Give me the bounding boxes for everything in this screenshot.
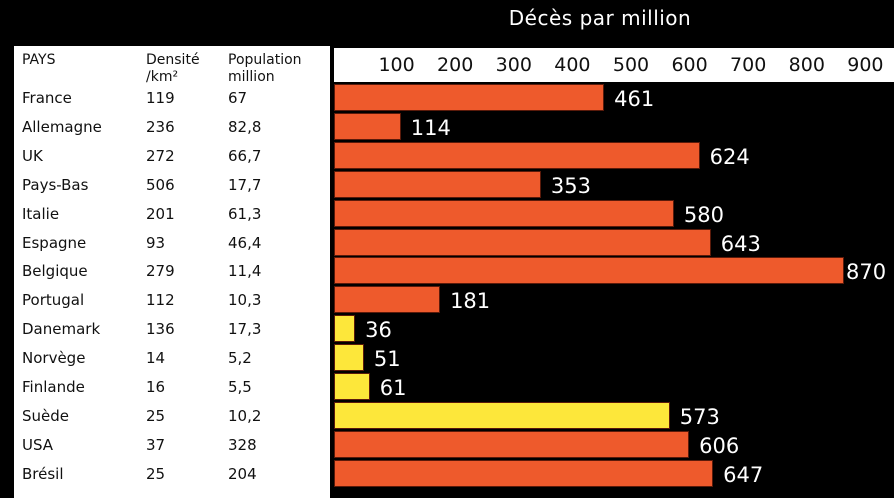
table-cell-country: Norvège	[22, 349, 86, 368]
bar-value-label: 573	[679, 404, 720, 429]
bar-value-label: 51	[373, 347, 401, 372]
table-cell-country: France	[22, 89, 72, 107]
table-cell-country: Italie	[22, 204, 60, 223]
table-cell-density: 25	[146, 406, 166, 425]
table-cell-density: 201	[146, 204, 175, 223]
bar	[334, 141, 700, 169]
bar	[334, 199, 674, 227]
bar	[334, 257, 844, 285]
table-cell-population: 66,7	[228, 146, 262, 165]
bar-value-label: 61	[379, 376, 407, 400]
header-country: PAYS	[22, 52, 56, 68]
bar-value-label: 647	[723, 462, 764, 487]
table-cell-population: 10,3	[228, 291, 262, 310]
bar-value-label: 606	[699, 433, 740, 458]
table-cell-density: 272	[146, 146, 175, 165]
table-cell-country: Belgique	[22, 262, 88, 281]
bar-value-label: 870	[846, 260, 887, 285]
table-cell-country: UK	[22, 146, 43, 165]
x-tick-label: 800	[788, 54, 825, 76]
table-cell-density: 506	[146, 175, 175, 194]
bar	[334, 286, 441, 314]
bar-value-label: 181	[450, 289, 491, 314]
table-cell-population: 204	[228, 464, 257, 483]
table-cell-population: 10,2	[228, 406, 262, 425]
bar	[334, 401, 670, 429]
table-cell-population: 5,2	[228, 349, 252, 368]
bar	[334, 315, 356, 343]
table-cell-density: 37	[146, 435, 166, 454]
bar	[334, 373, 370, 400]
bar-value-label: 624	[709, 144, 750, 169]
table-cell-density: 16	[146, 378, 166, 396]
table-cell-country: USA	[22, 435, 54, 454]
x-tick-label: 400	[554, 54, 591, 76]
x-tick-label: 700	[730, 54, 767, 76]
chart-title: Décès par million	[508, 6, 692, 30]
table-cell-country: Finlande	[22, 378, 85, 396]
x-tick-label: 600	[671, 54, 708, 76]
x-axis-strip	[334, 48, 894, 82]
header-density-line1: Densité	[146, 52, 200, 68]
table-cell-country: Pays-Bas	[22, 175, 89, 194]
bar	[334, 112, 401, 140]
table-cell-density: 236	[146, 117, 175, 136]
x-tick-label: 300	[495, 54, 532, 76]
table-cell-population: 11,4	[228, 262, 262, 281]
bar-value-label: 461	[614, 87, 655, 111]
table-cell-density: 112	[146, 291, 175, 310]
table-cell-population: 17,3	[228, 320, 262, 339]
header-density-line2: /km²	[146, 69, 179, 85]
table-cell-population: 5,5	[228, 378, 252, 396]
bar	[334, 84, 605, 111]
header-population-line2: million	[228, 69, 275, 85]
table-cell-country: Portugal	[22, 291, 85, 310]
table-cell-density: 136	[146, 320, 175, 339]
x-tick-label: 100	[378, 54, 415, 76]
table-cell-density: 25	[146, 464, 166, 483]
table-cell-population: 17,7	[228, 175, 262, 194]
bar	[334, 170, 541, 198]
table-cell-country: Suède	[22, 406, 70, 425]
x-tick-label: 900	[847, 54, 884, 76]
table-cell-density: 14	[146, 349, 166, 368]
bar-value-label: 580	[683, 202, 724, 227]
country-table	[14, 46, 330, 498]
table-cell-country: Allemagne	[22, 117, 102, 136]
header-population-line1: Population	[228, 52, 302, 68]
x-tick-label: 200	[437, 54, 474, 76]
bar-value-label: 643	[720, 231, 761, 256]
table-cell-country: Brésil	[22, 464, 64, 483]
table-cell-population: 61,3	[228, 204, 262, 223]
table-cell-population: 328	[228, 435, 257, 454]
table-cell-population: 67	[228, 89, 248, 107]
table-cell-country: Espagne	[22, 233, 87, 252]
table-cell-density: 279	[146, 262, 175, 281]
bar	[334, 228, 711, 256]
table-cell-population: 82,8	[228, 117, 262, 136]
table-cell-density: 119	[146, 89, 175, 107]
x-tick-label: 500	[612, 54, 650, 76]
bar-value-label: 114	[410, 115, 451, 140]
table-cell-population: 46,4	[228, 233, 262, 252]
bar-value-label: 353	[550, 173, 591, 198]
bar	[334, 459, 714, 487]
bar	[334, 344, 364, 372]
table-cell-country: Danemark	[22, 320, 101, 339]
bar-value-label: 36	[365, 318, 392, 343]
bar	[334, 430, 690, 458]
table-cell-density: 93	[146, 233, 166, 252]
